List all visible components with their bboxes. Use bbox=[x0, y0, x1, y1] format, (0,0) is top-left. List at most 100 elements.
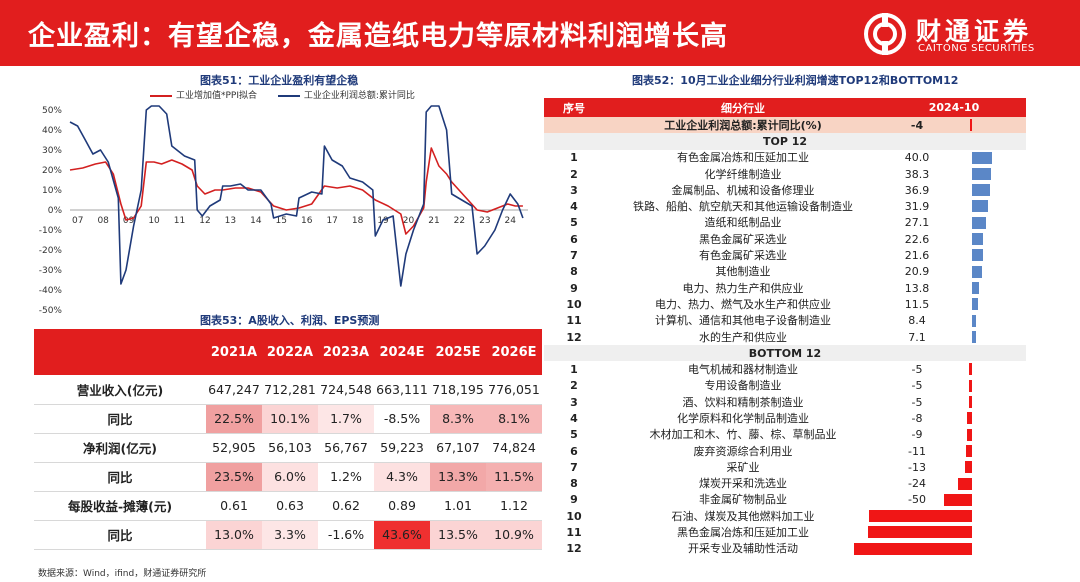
value-text: 11.5 bbox=[904, 297, 930, 311]
bar-cell bbox=[952, 264, 1026, 280]
bar-cell bbox=[952, 215, 1026, 231]
bar-cell bbox=[952, 313, 1026, 329]
table-row: 7 有色金属矿采选业 21.6 bbox=[544, 247, 1026, 263]
x-tick-label: 21 bbox=[428, 216, 439, 226]
x-tick-label: 22 bbox=[454, 216, 465, 226]
table-cell: 59,223 bbox=[374, 433, 430, 463]
x-tick-label: 24 bbox=[505, 216, 517, 226]
legend-item-red: 工业增加值*PPI拟合 bbox=[150, 88, 257, 101]
value-text: -24 bbox=[908, 477, 926, 491]
value-bar bbox=[969, 379, 972, 392]
row-index: 10 bbox=[566, 509, 582, 523]
table-cell: 1.12 bbox=[486, 491, 542, 521]
logo-en-text: CAITONG SECURITIES bbox=[918, 43, 1035, 54]
x-tick-label: 18 bbox=[352, 216, 364, 226]
x-tick-label: 23 bbox=[479, 216, 490, 226]
table-row: 4 铁路、船舶、航空航天和其他运输设备制造业 31.9 bbox=[544, 198, 1026, 214]
table-cell: 43.6% bbox=[374, 520, 430, 550]
x-tick-label: 13 bbox=[225, 216, 236, 226]
bar-cell bbox=[952, 476, 1026, 492]
bar-cell bbox=[943, 492, 1026, 508]
chart51-plot: 50% 40% 30% 20% 10% 0% -10% -20% -30% -40% -50% 07 0… bbox=[39, 105, 528, 315]
industry-name: 化学纤维制造业 bbox=[704, 167, 782, 181]
table-cell: 67,107 bbox=[430, 433, 486, 463]
table-cell: -1.6% bbox=[318, 520, 374, 550]
table-cell: 13.0% bbox=[206, 520, 262, 550]
industry-name: 开采专业及辅助性活动 bbox=[688, 542, 798, 556]
value-bar bbox=[972, 330, 976, 343]
table-cell: 0.89 bbox=[374, 491, 430, 521]
table-cell: 8.1% bbox=[486, 404, 542, 434]
row-index: 2 bbox=[570, 379, 578, 393]
value-text: 22.6 bbox=[904, 232, 930, 246]
table-cell: 712,281 bbox=[262, 375, 318, 405]
column-header: 2021A bbox=[206, 329, 262, 375]
industry-name: 金属制品、机械和设备修理业 bbox=[671, 183, 815, 197]
column-header: 细分行业 bbox=[604, 98, 882, 117]
industry-name: 化学原料和化学制品制造业 bbox=[677, 411, 809, 425]
logo-emblem-icon bbox=[864, 13, 906, 55]
industry-name: 水的生产和供应业 bbox=[699, 330, 787, 344]
header-banner: 企业盈利：有望企稳，金属造纸电力等原材料利润增长高 财通证券 CAITONG S… bbox=[0, 0, 1080, 66]
table-row: 6 黑色金属矿采选业 22.6 bbox=[544, 231, 1026, 247]
x-tick-label: 14 bbox=[250, 216, 262, 226]
row-index: 11 bbox=[566, 314, 582, 328]
section-header: TOP 12 bbox=[544, 133, 1026, 150]
y-tick-label: 40% bbox=[42, 126, 62, 136]
table-cell: 1.01 bbox=[430, 491, 486, 521]
row-index: 12 bbox=[566, 542, 582, 556]
value-text: -5 bbox=[911, 363, 923, 377]
bar-cell bbox=[854, 541, 1026, 557]
table-cell: 3.3% bbox=[262, 520, 318, 550]
value-bar bbox=[868, 526, 972, 539]
value-text: -8 bbox=[911, 411, 923, 425]
row-index: 8 bbox=[570, 477, 578, 491]
value-bar bbox=[854, 542, 972, 555]
industry-name: 其他制造业 bbox=[715, 265, 771, 279]
row-index: 3 bbox=[570, 183, 578, 197]
table-cell: 74,824 bbox=[486, 433, 542, 463]
row-index: 5 bbox=[570, 216, 578, 230]
row-index: 7 bbox=[570, 249, 578, 263]
value-bar bbox=[965, 444, 972, 457]
table-cell: 22.5% bbox=[206, 404, 262, 434]
row-index: 1 bbox=[570, 363, 578, 377]
industry-name: 电力、热力、燃气及水生产和供应业 bbox=[655, 297, 831, 311]
value-text: 36.9 bbox=[904, 183, 930, 197]
x-tick-label: 15 bbox=[276, 216, 287, 226]
section-label: TOP 12 bbox=[544, 133, 1026, 150]
value-text: 21.6 bbox=[904, 249, 930, 263]
y-tick-label: -10% bbox=[39, 226, 63, 236]
bar-cell bbox=[952, 231, 1026, 247]
bar-cell bbox=[868, 524, 1026, 540]
column-header: 2024E bbox=[374, 329, 430, 375]
bar-cell bbox=[952, 361, 1026, 377]
table-cell: 52,905 bbox=[206, 433, 262, 463]
value-bar bbox=[972, 151, 992, 164]
x-tick-label: 08 bbox=[97, 216, 109, 226]
source-note: 数据来源：Wind，ifind，财通证券研究所 bbox=[38, 569, 207, 579]
industry-name: 采矿业 bbox=[726, 460, 760, 474]
value-text: 8.4 bbox=[908, 314, 926, 328]
table-cell: 1.2% bbox=[318, 462, 374, 492]
table-row: 2 专用设备制造业 -5 bbox=[544, 378, 1026, 394]
row-index: 4 bbox=[570, 200, 578, 214]
series-line-profit-yoy bbox=[69, 105, 524, 287]
x-tick-label: 10 bbox=[148, 216, 160, 226]
table-row: 同比 13.0% 3.3% -1.6% 43.6% 13.5% 10.9% bbox=[34, 520, 542, 550]
y-tick-label: 10% bbox=[42, 186, 62, 196]
row-index: 9 bbox=[570, 493, 578, 507]
table-cell: 647,247 bbox=[206, 375, 262, 405]
industry-name: 工业企业利润总额:累计同比(%) bbox=[604, 117, 882, 134]
table-cell: 56,103 bbox=[262, 433, 318, 463]
table-cell: 718,195 bbox=[430, 375, 486, 405]
y-tick-label: -50% bbox=[39, 306, 63, 315]
industry-name: 有色金属矿采选业 bbox=[699, 249, 787, 263]
value-text: -11 bbox=[908, 444, 926, 458]
column-header: 2026E bbox=[486, 329, 542, 375]
industry-name: 黑色金属冶炼和压延加工业 bbox=[677, 526, 809, 540]
a-share-forecast-table: 2021A 2022A 2023A 2024E 2025E 2026E 营业收入(亿元) 64… bbox=[34, 329, 542, 550]
table-cell: 13.5% bbox=[430, 520, 486, 550]
